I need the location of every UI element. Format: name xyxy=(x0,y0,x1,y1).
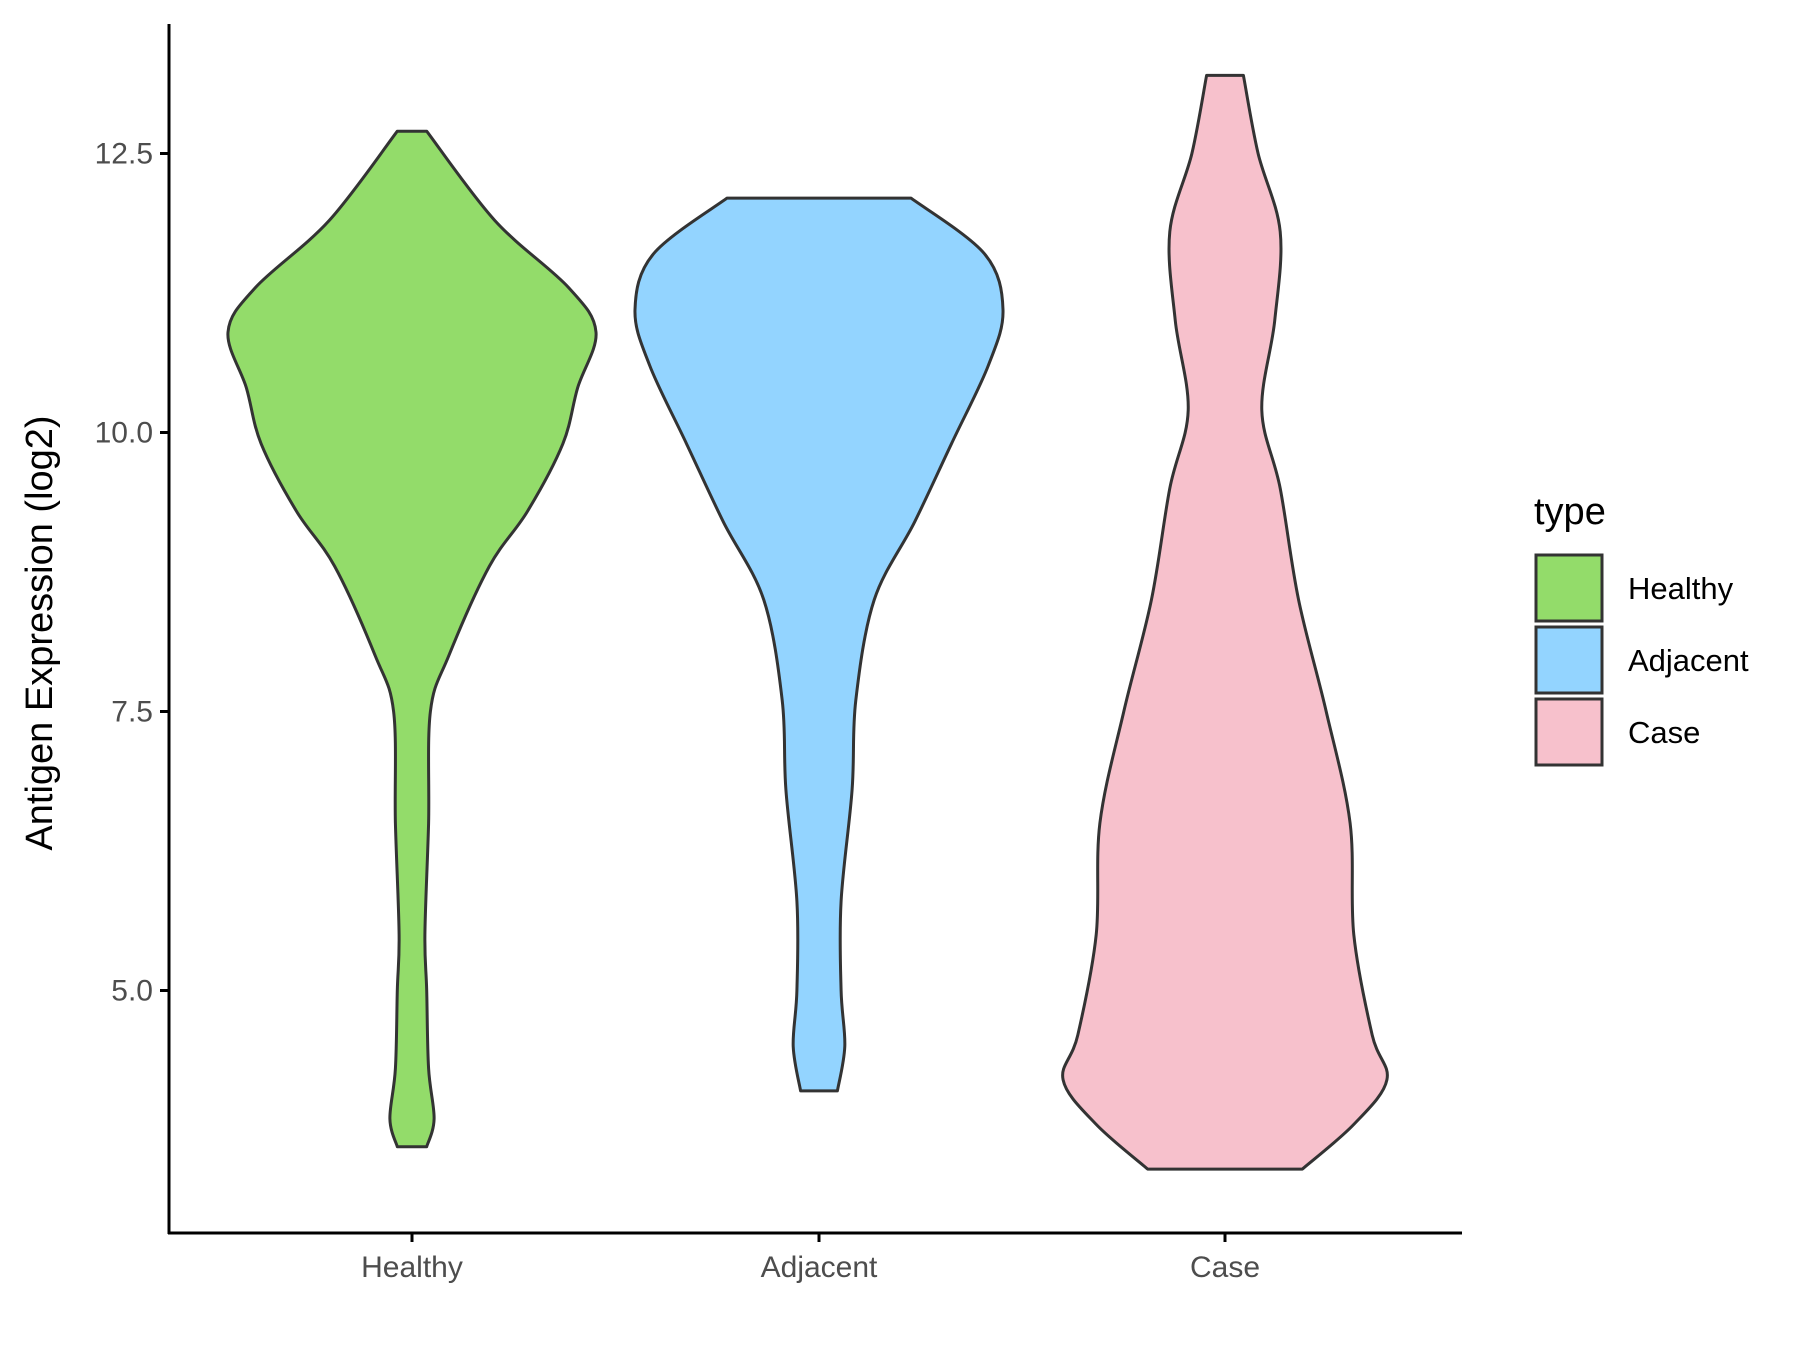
y-tick-label: 5.0 xyxy=(111,975,153,1008)
legend-title: type xyxy=(1534,491,1606,533)
x-axis-ticks: Healthy Adjacent Case xyxy=(361,1233,1260,1284)
legend: type Healthy Adjacent Case xyxy=(1534,491,1749,767)
y-tick-label: 12.5 xyxy=(95,138,153,171)
legend-label: Healthy xyxy=(1628,571,1734,606)
legend-label: Case xyxy=(1628,715,1700,750)
violin-case xyxy=(1061,73,1389,1171)
y-tick-label: 7.5 xyxy=(111,696,153,729)
violin-healthy xyxy=(226,129,598,1149)
legend-swatch-adjacent xyxy=(1534,625,1604,695)
y-axis-ticks: 5.0 7.5 10.0 12.5 xyxy=(95,138,169,1008)
legend-swatch-healthy xyxy=(1534,553,1604,623)
y-axis-title: Antigen Expression (log2) xyxy=(19,415,61,850)
x-tick-label: Adjacent xyxy=(761,1251,878,1284)
x-tick-label: Case xyxy=(1190,1251,1260,1284)
y-tick-label: 10.0 xyxy=(95,417,153,450)
violins-group xyxy=(226,73,1389,1171)
legend-label: Adjacent xyxy=(1628,643,1749,678)
x-tick-label: Healthy xyxy=(361,1251,463,1284)
legend-items: Healthy Adjacent Case xyxy=(1534,553,1749,767)
violin-adjacent xyxy=(633,196,1005,1093)
legend-swatch-case xyxy=(1534,697,1604,767)
